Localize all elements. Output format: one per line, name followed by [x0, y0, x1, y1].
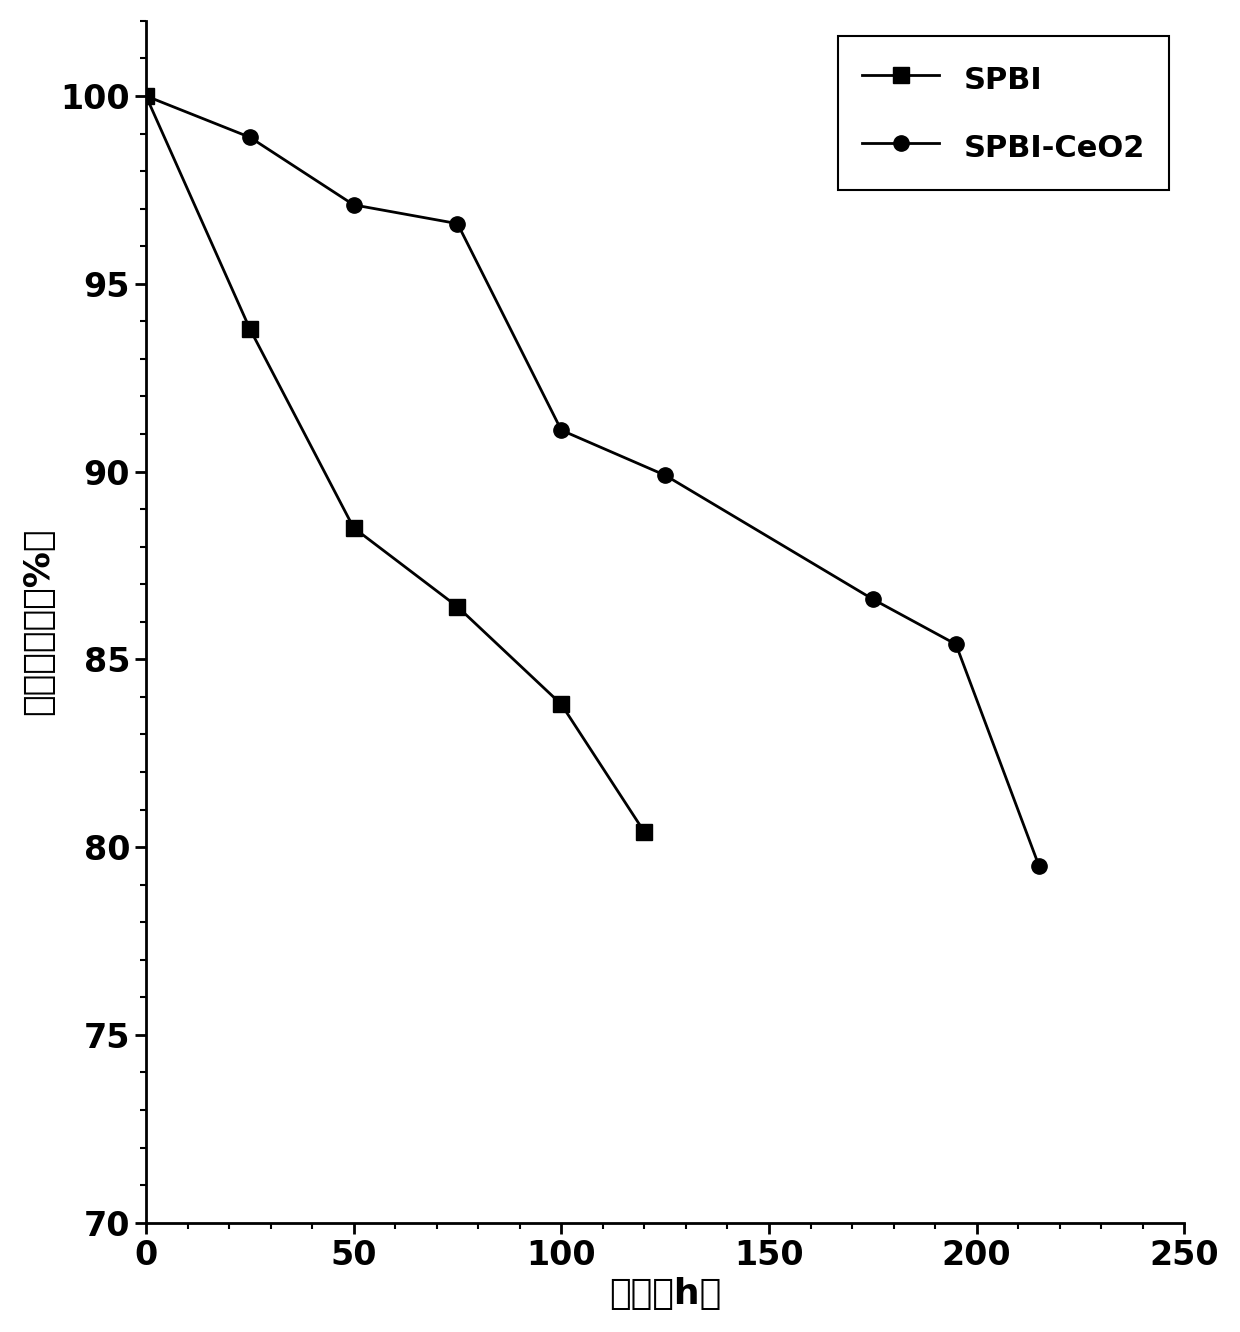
- Line: SPBI-CeO2: SPBI-CeO2: [139, 88, 1047, 874]
- SPBI-CeO2: [657, 468, 672, 484]
- SPBI-CeO2: [242, 129, 257, 145]
- Line: SPBI: SPBI: [139, 88, 652, 839]
- SPBI: [450, 598, 465, 614]
- SPBI-CeO2: [346, 197, 361, 213]
- SPBI: [139, 88, 154, 104]
- SPBI-CeO2: [866, 591, 880, 607]
- SPBI: [637, 825, 652, 840]
- SPBI: [554, 697, 569, 713]
- SPBI-CeO2: [450, 216, 465, 232]
- Y-axis label: 质量保留率（%）: 质量保留率（%）: [21, 527, 55, 715]
- SPBI-CeO2: [139, 88, 154, 104]
- SPBI-CeO2: [949, 637, 963, 653]
- X-axis label: 时间（h）: 时间（h）: [609, 1277, 722, 1311]
- Legend: SPBI, SPBI-CeO2: SPBI, SPBI-CeO2: [838, 36, 1169, 190]
- SPBI-CeO2: [554, 422, 569, 438]
- SPBI: [242, 321, 257, 337]
- SPBI: [346, 519, 361, 535]
- SPBI-CeO2: [1032, 858, 1047, 874]
